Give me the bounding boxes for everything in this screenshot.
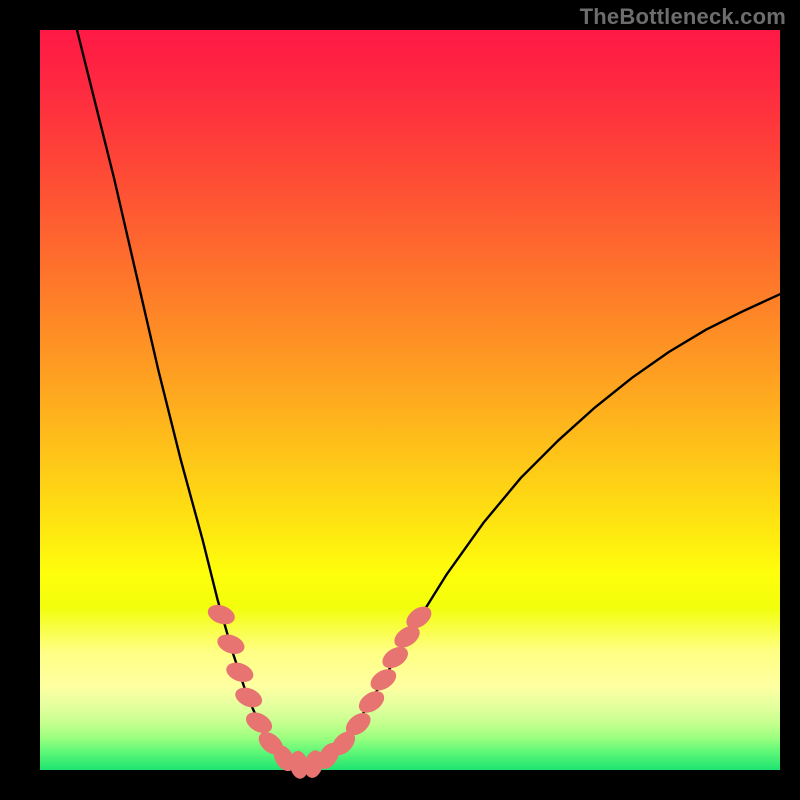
bottleneck-curve-chart — [0, 0, 800, 800]
chart-canvas: TheBottleneck.com — [0, 0, 800, 800]
watermark-text: TheBottleneck.com — [580, 4, 786, 30]
